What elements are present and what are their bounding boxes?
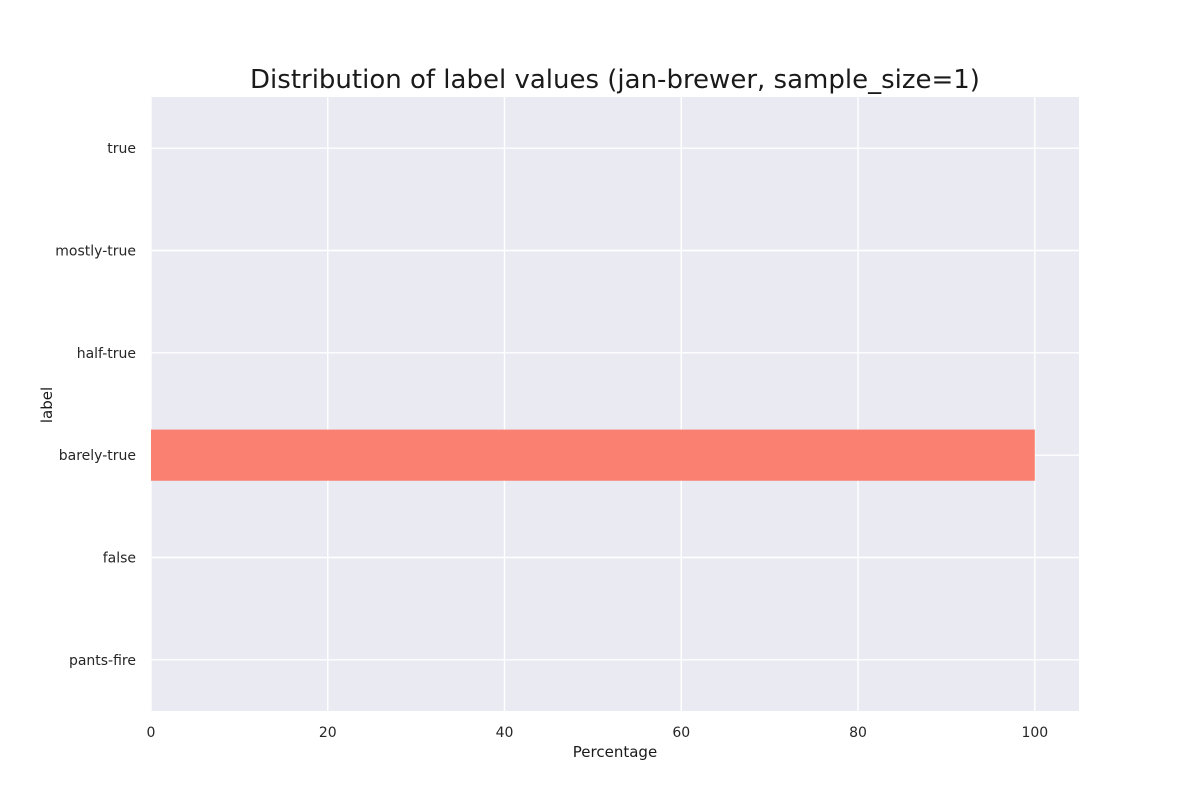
- y-tick-label: false: [103, 551, 136, 567]
- bars: [151, 429, 1035, 481]
- y-tick-label: half-true: [77, 346, 136, 362]
- y-tick-label: true: [107, 141, 136, 157]
- y-tick-label: barely-true: [59, 448, 136, 464]
- plot-area: [151, 97, 1079, 711]
- x-axis-label: Percentage: [573, 743, 657, 761]
- x-tick-label: 20: [319, 725, 337, 741]
- y-tick-label: pants-fire: [69, 653, 136, 669]
- y-axis-label: label: [38, 387, 56, 423]
- x-tick-label: 40: [496, 725, 514, 741]
- x-axis-ticks: 0 20 40 60 80 100: [147, 725, 1049, 741]
- x-tick-label: 100: [1021, 725, 1048, 741]
- x-tick-label: 60: [672, 725, 690, 741]
- y-axis-ticks: pants-fire false barely-true half-true mostl…: [55, 141, 136, 669]
- bar-barely-true: [151, 429, 1035, 481]
- x-tick-label: 0: [147, 725, 156, 741]
- chart-title: Distribution of label values (jan-brewer…: [250, 65, 980, 95]
- x-tick-label: 80: [849, 725, 867, 741]
- y-tick-label: mostly-true: [55, 244, 136, 260]
